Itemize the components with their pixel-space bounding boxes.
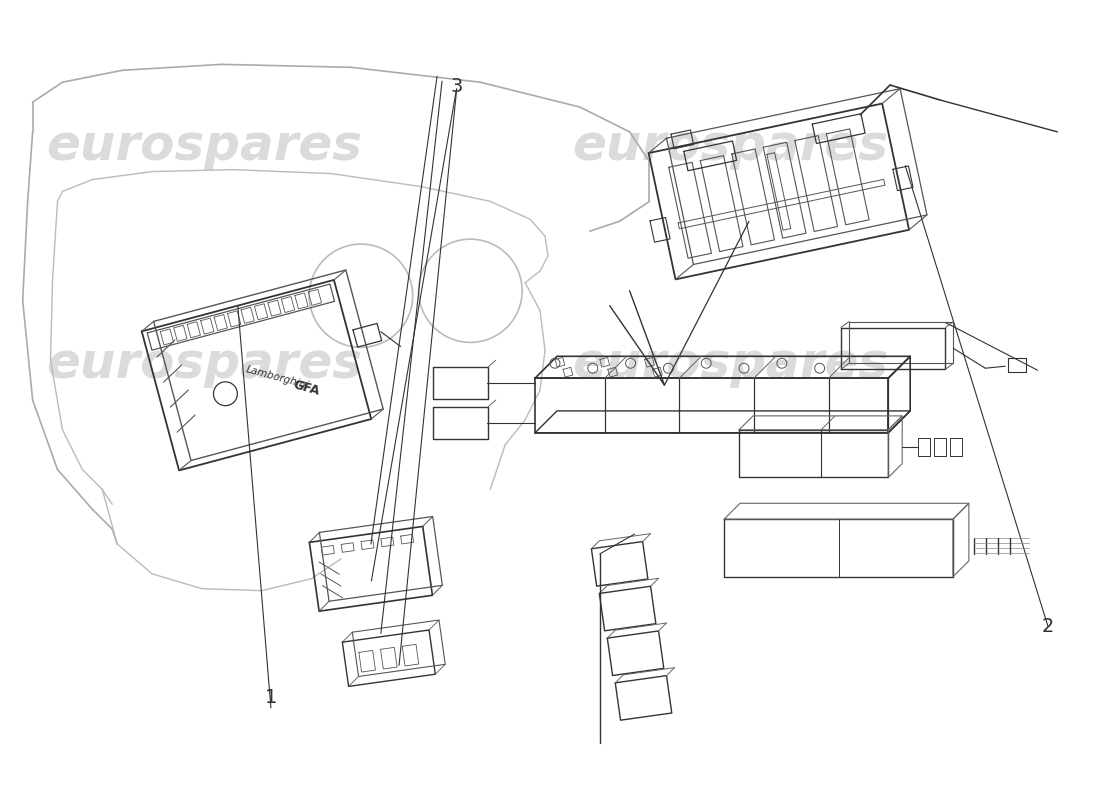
Text: 3: 3 [451,77,463,96]
Text: 2: 2 [1042,617,1054,636]
Text: eurospares: eurospares [46,340,363,388]
Text: 1: 1 [265,689,277,707]
Text: eurospares: eurospares [46,122,363,170]
Text: Lamborghini: Lamborghini [245,365,310,391]
Text: GFA: GFA [292,378,321,398]
Text: eurospares: eurospares [572,122,888,170]
Text: eurospares: eurospares [572,340,888,388]
